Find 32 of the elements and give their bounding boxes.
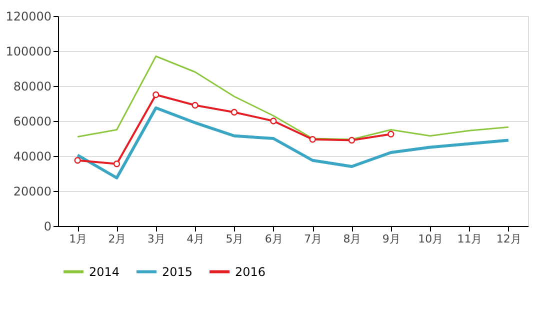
point xyxy=(74,157,81,164)
line-series xyxy=(76,106,510,180)
x-tick-label: 1月 xyxy=(69,232,88,246)
point xyxy=(113,160,120,168)
point xyxy=(388,130,394,138)
point xyxy=(348,136,356,144)
x-tick-label: 10月 xyxy=(418,232,444,246)
y-tick-label: 60000 xyxy=(13,114,52,128)
legend-label: 2015 xyxy=(162,264,193,279)
y-tick-label: 20000 xyxy=(13,184,52,198)
x-tick-label: 11月 xyxy=(457,232,482,246)
point xyxy=(270,118,277,124)
y-tick-label: 100000 xyxy=(6,44,52,58)
y-tick-label: 40000 xyxy=(13,150,52,164)
x-tick-label: 7月 xyxy=(304,232,322,246)
legend-label: 2016 xyxy=(235,264,266,279)
legend-label: 2014 xyxy=(89,264,120,279)
point xyxy=(192,102,198,109)
x-tick-label: 12月 xyxy=(496,232,522,246)
x-tick-label: 2月 xyxy=(108,232,126,246)
y-tick-label: 120000 xyxy=(6,10,52,24)
x-tick-label: 5月 xyxy=(226,232,244,246)
x-tick-label: 3月 xyxy=(147,232,166,246)
point xyxy=(309,136,316,143)
x-tick-label: 4月 xyxy=(186,232,205,246)
y-tick-label: 80000 xyxy=(13,80,52,94)
point xyxy=(152,91,160,98)
x-tick-label: 6月 xyxy=(264,232,283,246)
x-tick-label: 8月 xyxy=(343,232,362,246)
x-tick-label: 9月 xyxy=(382,232,400,246)
point xyxy=(230,108,238,116)
y-tick-label: 0 xyxy=(44,220,52,234)
